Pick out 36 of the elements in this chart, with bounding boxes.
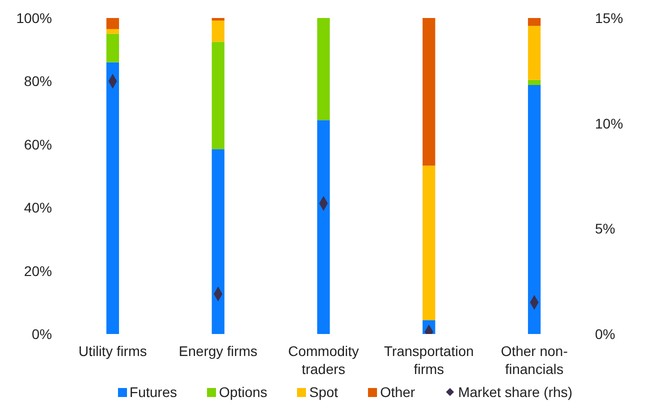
x-tick-label: Commodity traders: [288, 343, 359, 377]
y2-tick-label: 5%: [595, 220, 616, 237]
bar: [422, 166, 436, 320]
bar: [212, 20, 224, 42]
x-tick-label: Energy firms: [178, 343, 258, 359]
bar: [106, 62, 120, 334]
y-tick-label: 0%: [32, 326, 52, 342]
bar: [212, 42, 224, 150]
y2-tick-label: 10%: [595, 115, 624, 132]
x-tick-label: Transportation firms: [384, 343, 474, 377]
bar: [528, 84, 541, 334]
bar: [528, 80, 541, 85]
y-tick-label: 60%: [24, 136, 52, 152]
y2-tick-label: 15%: [595, 10, 624, 26]
x-tick-label: Utility firms: [78, 343, 147, 359]
bar: [106, 18, 120, 30]
y-tick-label: 40%: [24, 200, 52, 216]
bar: [106, 34, 120, 62]
x-tick-label: Other non-financials: [500, 343, 568, 377]
bar: [212, 18, 224, 21]
y2-tick-label: 0%: [595, 326, 616, 342]
legend-label: Options: [219, 384, 268, 400]
legend-label: Futures: [130, 384, 178, 400]
bar: [212, 149, 224, 334]
legend-label: Market share (rhs): [458, 384, 572, 400]
bar: [422, 18, 436, 166]
bar: [317, 18, 330, 120]
bar: [528, 18, 541, 26]
y-tick-label: 100%: [16, 10, 52, 26]
legend-label: Spot: [309, 384, 338, 400]
y-tick-label: 80%: [24, 73, 52, 90]
bar: [528, 26, 541, 80]
bar: [106, 29, 120, 34]
bar: [317, 120, 330, 334]
y-tick-label: 20%: [24, 262, 52, 279]
legend-label: Other: [380, 384, 416, 400]
